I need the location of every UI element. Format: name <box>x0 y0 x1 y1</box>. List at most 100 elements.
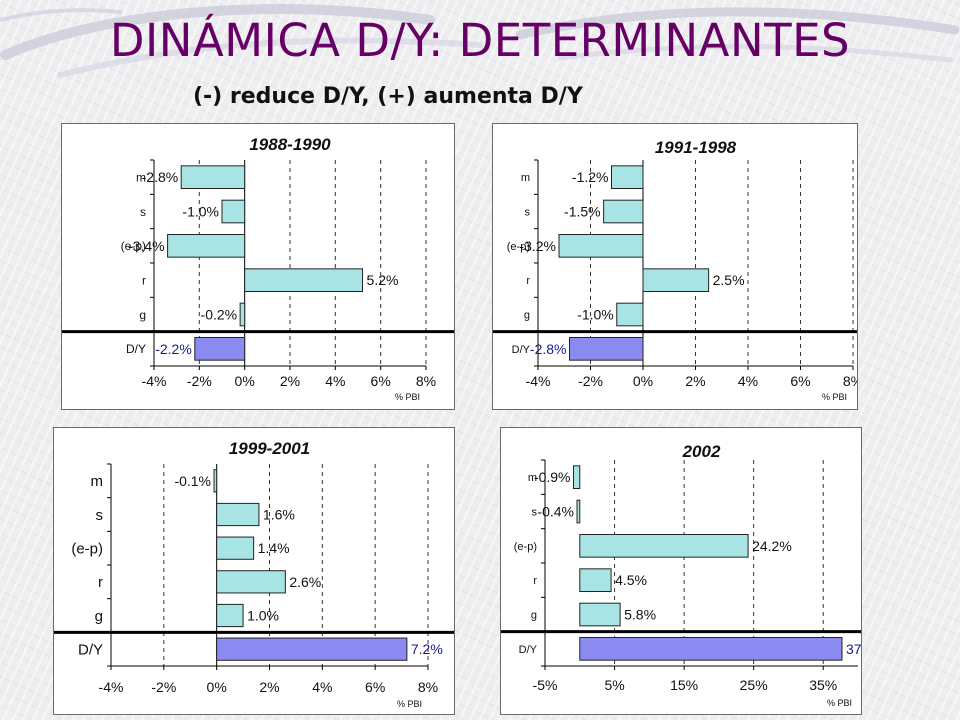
value-label-d-y: -2.8% <box>530 341 567 357</box>
category-label-s: s <box>96 507 104 524</box>
bar-r <box>216 570 286 594</box>
x-tick-label: 5% <box>604 677 624 693</box>
value-label-s: -1.0% <box>182 204 219 220</box>
category-label-r: r <box>533 575 537 587</box>
x-tick-label: 15% <box>670 677 698 693</box>
bar-g <box>579 602 621 627</box>
bar-s <box>216 502 260 527</box>
value-label-d-y: 37.7% <box>846 641 861 657</box>
unit-label: % PBI <box>822 392 847 402</box>
category-label-r: r <box>142 273 146 287</box>
category-label-e-p: (e-p) <box>507 241 530 253</box>
value-label-m: -1.2% <box>572 169 609 185</box>
x-tick-label: 6% <box>371 373 391 389</box>
value-label-r: 2.6% <box>289 574 321 590</box>
x-tick-label: 6% <box>365 679 385 695</box>
x-tick-label: -4% <box>526 373 551 389</box>
bar-m <box>611 165 644 189</box>
category-label-d-y: D/Y <box>512 344 531 356</box>
x-tick-label: 2% <box>280 373 300 389</box>
bar-chart-svg: 2002 m-0.9% s -0.4% (e-p) 24.2% r 4.5% g 5.8% D/Y 3… <box>501 442 861 708</box>
category-label-d-y: D/Y <box>126 342 146 356</box>
x-tick-label: -2% <box>187 373 212 389</box>
x-tick-label: 8% <box>843 373 857 389</box>
bar-g <box>239 302 246 327</box>
category-label-g: g <box>531 609 537 621</box>
bar-e-p <box>579 534 749 558</box>
category-label-g: g <box>139 308 146 322</box>
bar-chart-svg: 1988-1990 m-2.8% s -1.0% (e-p)-3.4% r 5.2% g -0.… <box>62 135 454 402</box>
unit-label: % PBI <box>395 392 420 402</box>
x-tick-label: -5% <box>533 677 558 693</box>
x-tick-label: 35% <box>809 677 837 693</box>
category-label-d-y: D/Y <box>519 644 538 656</box>
category-label-r: r <box>98 574 103 591</box>
chart-title: 1991-1998 <box>655 138 737 157</box>
value-label-e-p: 24.2% <box>752 538 792 554</box>
category-label-s: s <box>140 205 146 219</box>
x-tick-label: -4% <box>142 373 167 389</box>
bar-s <box>576 499 581 524</box>
category-label-e-p: (e-p) <box>514 541 537 553</box>
value-label-g: -0.2% <box>201 307 238 323</box>
x-tick-label: 4% <box>312 679 332 695</box>
category-label-s: s <box>532 506 538 518</box>
bar-r <box>579 568 612 592</box>
bar-g <box>616 302 644 327</box>
chart-title: 1988-1990 <box>249 135 331 154</box>
chart-title: 1999-2001 <box>229 439 310 458</box>
x-tick-label: -2% <box>578 373 603 389</box>
bar-e-p <box>216 536 255 560</box>
bar-s <box>221 199 246 224</box>
category-label-s: s <box>525 206 531 218</box>
x-tick-label: 4% <box>325 373 345 389</box>
x-tick-label: 8% <box>418 679 438 695</box>
value-label-d-y: 7.2% <box>411 641 443 657</box>
x-tick-label: 2% <box>685 373 705 389</box>
bar-s <box>603 199 644 224</box>
unit-label: % PBI <box>827 698 852 708</box>
bar-m <box>180 165 246 189</box>
category-label-m: m <box>91 473 104 490</box>
value-label-m: -0.9% <box>534 469 571 485</box>
chart-panel-1991-1998: 1991-1998 m -1.2% s -1.5% (e-p) -3.2% r 2.5% g -1.… <box>492 123 858 410</box>
x-tick-label: 25% <box>740 677 768 693</box>
category-label-e-p: (e-p) <box>71 541 103 558</box>
category-label-m: m <box>136 170 146 184</box>
value-label-s: 1.6% <box>263 507 295 523</box>
value-label-s: -1.5% <box>564 204 601 220</box>
unit-label: % PBI <box>397 699 422 709</box>
bar-r <box>244 268 364 292</box>
value-label-r: 2.5% <box>713 272 745 288</box>
bar-r <box>642 268 710 292</box>
x-tick-label: 6% <box>790 373 810 389</box>
bar-m <box>573 465 581 489</box>
x-tick-label: -4% <box>99 679 124 695</box>
chart-panel-1999-2001: 1999-2001 m -0.1% s 1.6% (e-p) 1.4% r 2.6% g 1.0% D… <box>53 427 455 715</box>
category-label-d-y: D/Y <box>78 642 103 659</box>
x-tick-label: -2% <box>151 679 176 695</box>
bar-g <box>216 603 244 628</box>
value-label-r: 5.2% <box>367 272 399 288</box>
bar-d-y <box>579 637 843 661</box>
value-label-g: -1.0% <box>577 307 614 323</box>
category-label-m: m <box>528 472 537 484</box>
title-swoosh-decoration <box>0 4 960 78</box>
category-label-g: g <box>95 608 103 625</box>
value-label-m: -2.8% <box>142 169 179 185</box>
category-label-e-p: (e-p) <box>121 239 146 253</box>
category-label-g: g <box>524 309 530 321</box>
value-label-r: 4.5% <box>615 572 647 588</box>
value-label-s: -0.4% <box>537 504 574 520</box>
value-label-d-y: -2.2% <box>155 341 192 357</box>
value-label-e-p: 1.4% <box>258 540 290 556</box>
value-label-e-p: -3.4% <box>128 238 165 254</box>
x-tick-label: 8% <box>416 373 436 389</box>
bar-e-p <box>167 234 246 258</box>
bar-e-p <box>558 234 644 258</box>
chart-title: 2002 <box>682 442 721 461</box>
value-label-g: 5.8% <box>624 607 656 623</box>
value-label-m: -0.1% <box>174 473 211 489</box>
x-tick-label: 0% <box>235 373 255 389</box>
bar-chart-svg: 1991-1998 m -1.2% s -1.5% (e-p)-3.2% r 2.5% g -1.… <box>493 138 857 402</box>
